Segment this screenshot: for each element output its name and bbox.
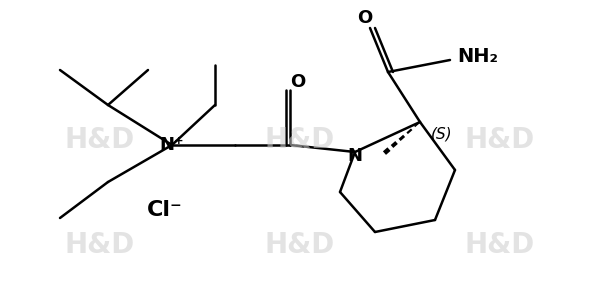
Text: H&D: H&D — [265, 231, 335, 259]
Text: H&D: H&D — [65, 126, 135, 154]
Text: (S): (S) — [431, 127, 453, 142]
Text: NH₂: NH₂ — [457, 46, 499, 65]
Text: O: O — [290, 73, 306, 91]
Text: H&D: H&D — [465, 126, 535, 154]
Text: O: O — [357, 9, 373, 27]
Text: Cl⁻: Cl⁻ — [147, 200, 183, 220]
Text: H&D: H&D — [465, 231, 535, 259]
Text: H&D: H&D — [265, 126, 335, 154]
Text: N: N — [348, 147, 362, 165]
Text: N⁺: N⁺ — [160, 136, 185, 154]
Text: H&D: H&D — [65, 231, 135, 259]
